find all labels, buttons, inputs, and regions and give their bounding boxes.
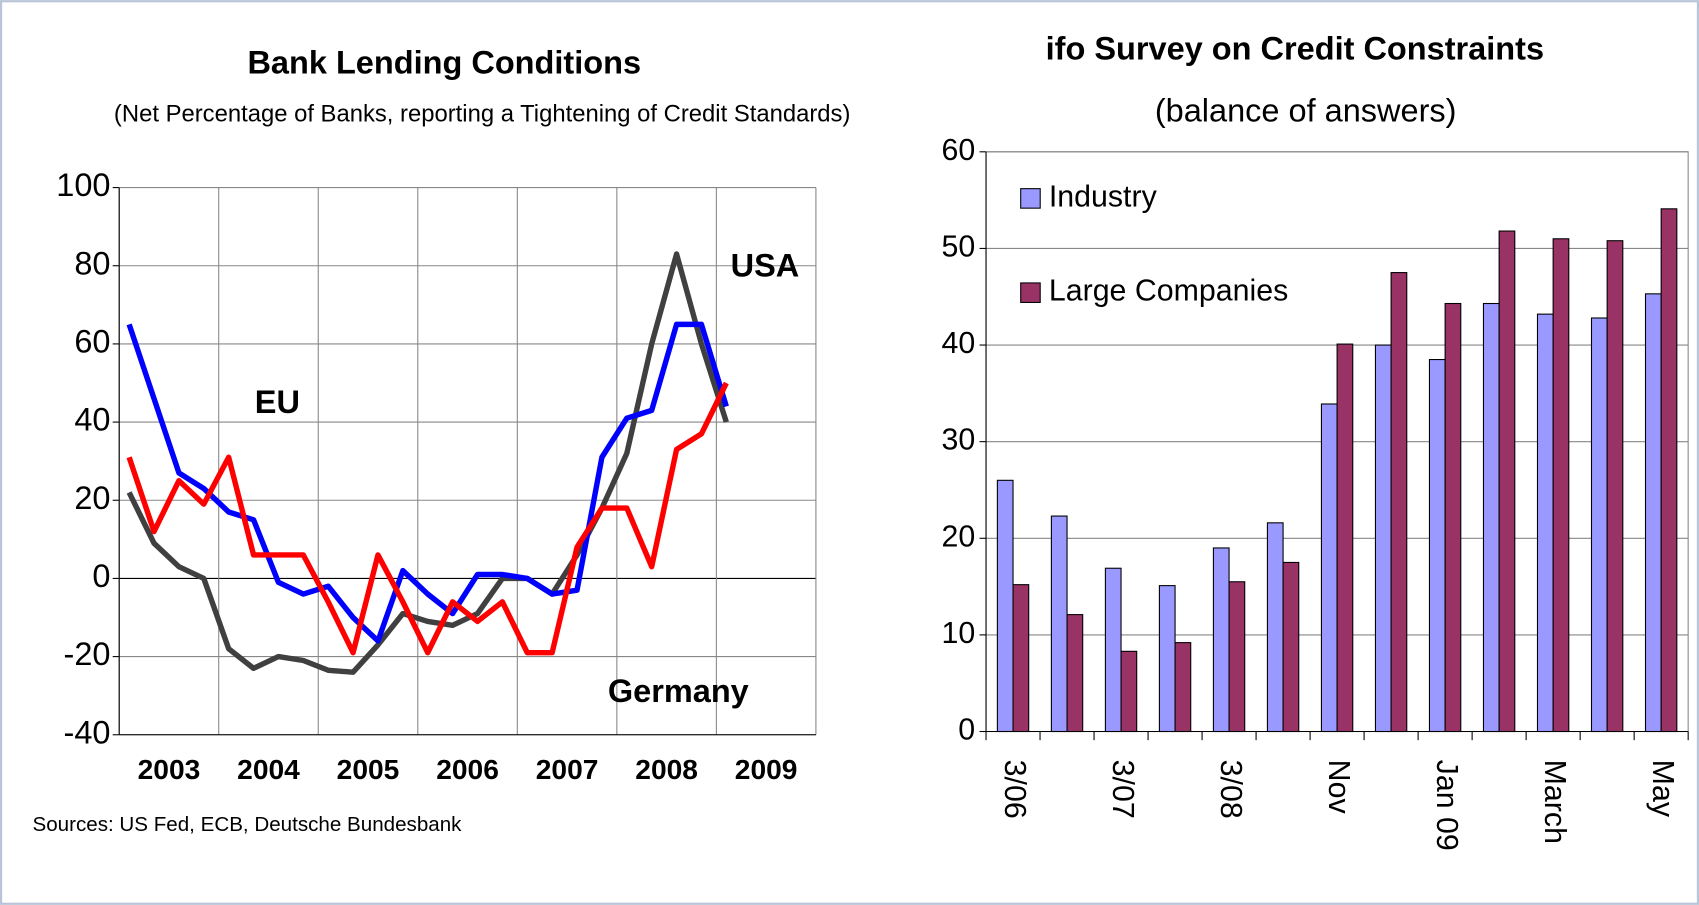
- x-tick-label: 3/06: [998, 760, 1031, 819]
- y-tick-label: 60: [941, 134, 975, 167]
- series-line: [126, 321, 729, 644]
- legend-swatch: [1020, 188, 1041, 209]
- x-tick-label: March: [1538, 760, 1571, 844]
- bar: [1228, 581, 1246, 733]
- bar: [1660, 208, 1678, 733]
- y-tick-label: 50: [941, 230, 975, 263]
- x-tick-label: 2003: [138, 753, 201, 785]
- bar: [1104, 567, 1122, 733]
- series-label: USA: [731, 247, 800, 283]
- bar: [1428, 358, 1446, 733]
- y-tick-label: -40: [64, 714, 111, 750]
- x-tick-label: 2009: [735, 753, 798, 785]
- x-tick-label: Nov: [1322, 760, 1355, 815]
- bar: [1606, 240, 1624, 733]
- chart-title: Bank Lending Conditions: [247, 45, 641, 81]
- y-tick-label: 60: [74, 323, 110, 359]
- legend-label: Industry: [1049, 180, 1158, 213]
- x-tick-label: 3/07: [1106, 760, 1139, 819]
- bar: [1644, 293, 1662, 733]
- series-label: Germany: [608, 673, 749, 709]
- y-tick-label: 80: [74, 245, 110, 281]
- legend-label: Large Companies: [1049, 275, 1288, 308]
- bar: [1590, 317, 1608, 733]
- x-tick-label: 2008: [635, 753, 698, 785]
- bar: [1282, 561, 1300, 733]
- bar: [1174, 642, 1192, 733]
- bar: [1050, 515, 1068, 733]
- y-tick-label: 30: [941, 424, 975, 457]
- bar: [1012, 584, 1030, 733]
- chart-subtitle: (Net Percentage of Banks, reporting a Ti…: [114, 100, 850, 127]
- bar: [1266, 522, 1284, 733]
- bar: [1498, 230, 1516, 733]
- chart-title: ifo Survey on Credit Constraints: [1046, 31, 1544, 67]
- bar: [1066, 614, 1084, 733]
- bar: [1158, 585, 1176, 733]
- x-tick-label: 2006: [436, 753, 499, 785]
- x-tick-label: May: [1646, 760, 1679, 818]
- chart-subtitle: (balance of answers): [1155, 92, 1457, 128]
- bar: [1390, 272, 1408, 733]
- bar: [996, 479, 1014, 733]
- series-line: [126, 251, 729, 675]
- x-tick-label: Jan 09: [1430, 760, 1463, 851]
- y-tick-label: 10: [941, 617, 975, 650]
- bar: [1212, 547, 1230, 733]
- y-tick-label: 20: [941, 520, 975, 553]
- bar: [1320, 403, 1338, 733]
- x-tick-label: 3/08: [1214, 760, 1247, 819]
- y-tick-label: 20: [74, 480, 110, 516]
- y-tick-label: 40: [941, 327, 975, 360]
- x-tick-label: 2005: [337, 753, 400, 785]
- bar: [1374, 344, 1392, 733]
- source-note: Sources: US Fed, ECB, Deutsche Bundesban…: [33, 813, 463, 836]
- x-tick-label: 2004: [237, 753, 300, 785]
- series-label: EU: [255, 384, 300, 420]
- bar: [1536, 313, 1554, 733]
- y-tick-label: 100: [56, 167, 110, 203]
- y-tick-label: 0: [92, 558, 110, 594]
- y-tick-label: 40: [74, 402, 110, 438]
- series-line: [126, 381, 729, 656]
- bar: [1444, 302, 1462, 733]
- bar: [1120, 650, 1138, 733]
- bar: [1552, 238, 1570, 733]
- y-tick-label: -20: [64, 636, 111, 672]
- y-tick-label: 0: [958, 714, 975, 747]
- bar: [1482, 302, 1500, 733]
- x-tick-label: 2007: [536, 753, 599, 785]
- legend-swatch: [1020, 282, 1041, 303]
- bar: [1336, 343, 1354, 733]
